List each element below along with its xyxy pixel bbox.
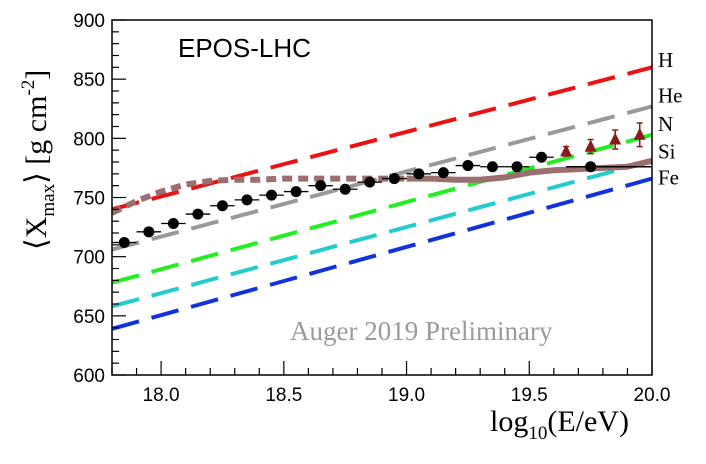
series-label-fe: Fe [658,165,679,189]
tick-labels-layer: 18.0 18.5 19.0 19.5 20.0 600 650 700 750 800 850 90… [73,11,670,406]
fd-point [290,186,302,198]
fd-point [413,168,425,180]
fd-point [462,160,474,172]
series-line-h [111,65,653,212]
y-tick-label: 750 [73,189,105,210]
fd-point [437,167,449,179]
x-tick-label: 18.5 [265,385,302,406]
fd-point [143,226,155,238]
y-axis-title-sup: -2 [18,80,39,96]
y-axis-title-sub: max [38,183,59,216]
fd-point [167,218,179,230]
y-tick-label: 650 [73,307,105,328]
watermark-annotation: Auger 2019 Preliminary [290,316,553,346]
series-line-si [111,158,653,309]
series-line-n [111,132,653,285]
y-tick-label: 900 [73,11,105,32]
x-tick-label: 18.0 [143,385,180,406]
fd-point [388,173,400,185]
y-tick-label: 600 [73,366,105,387]
sd-point [609,132,622,145]
ticks-layer [111,19,653,376]
x-axis-title-main: log [490,405,528,438]
fd-point [511,161,523,173]
sd-point [633,127,646,140]
fd-point [241,194,253,206]
x-tick-label: 19.5 [511,385,548,406]
fd-point [315,180,327,192]
sd-point [584,139,597,152]
y-axis-title-open: ⟨X [20,216,53,250]
series-label-he: He [658,84,683,108]
y-axis-title-end: ] [20,70,53,80]
fd-point [585,161,597,173]
fd-point [486,161,498,173]
series-label-si: Si [658,139,676,163]
series-label-n: N [658,112,673,136]
fd-point [118,236,130,248]
series-label-h: H [658,48,673,72]
fd-point [216,200,228,212]
series-line-he [111,104,653,252]
fd-point [266,189,278,201]
y-tick-label: 850 [73,70,105,91]
x-axis-title-sub: 10 [528,423,547,444]
x-axis-title-tail: (E/eV) [547,405,629,438]
fit-curve-line [406,157,653,183]
y-tick-label: 800 [73,129,105,150]
fd-point [192,208,204,220]
fit-extension-line [110,175,407,216]
y-axis-title-close: ⟩ [g cm [20,96,53,184]
y-tick-label: 700 [73,248,105,269]
x-tick-label: 19.0 [388,385,425,406]
x-axis-title: log10(E/eV) [490,405,629,444]
series-layer [111,65,653,331]
y-axis-title: ⟨Xmax⟩ [g cm-2] [18,70,59,250]
x-tick-label: 20.0 [634,385,671,406]
fd-point [536,151,548,163]
fd-point [339,183,351,195]
points-layer [112,122,646,248]
fd-point [364,176,376,188]
sd-point [560,144,573,157]
chart-title: EPOS-LHC [178,33,311,63]
series-line-fe [111,176,653,331]
